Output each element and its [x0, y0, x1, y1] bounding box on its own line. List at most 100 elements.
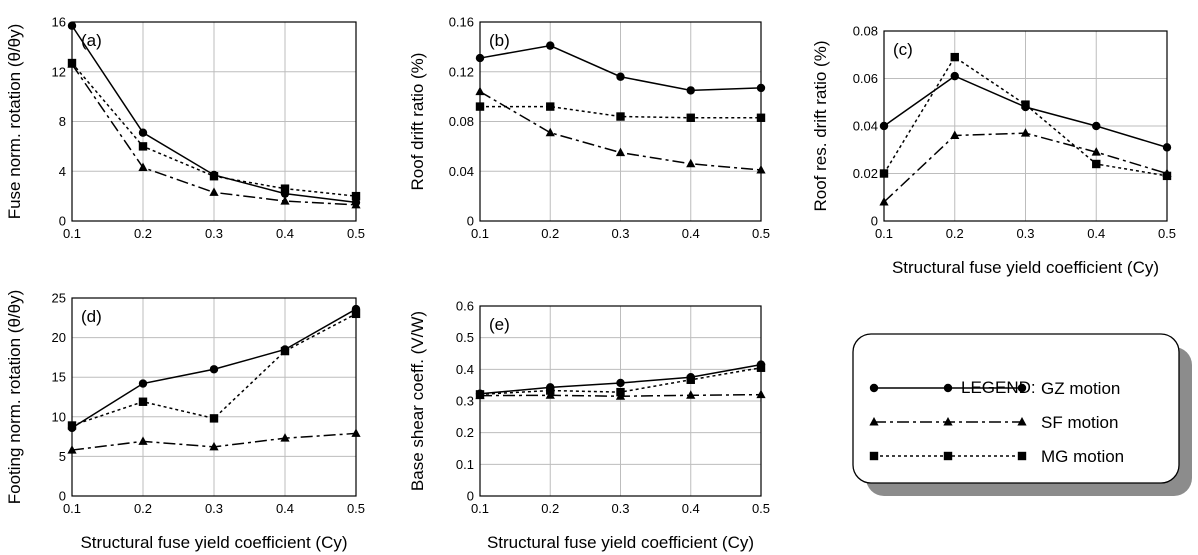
data-point	[950, 130, 960, 139]
data-point	[1162, 143, 1172, 152]
data-point	[280, 433, 290, 442]
y-tick-label: 0.06	[853, 71, 878, 86]
gridlines	[72, 298, 356, 496]
legend-label: GZ motion	[1041, 379, 1120, 398]
legend-frame	[852, 333, 1180, 484]
panel-d: 0.1 0.2 0.3 0.4 0.5 0 5 10 15 20 25 (d) Footing norm…	[5, 290, 365, 552]
legend-marker	[943, 451, 953, 461]
y-tick-label: 0.04	[449, 164, 474, 179]
data-point	[686, 113, 695, 122]
x-axis-label: Structural fuse yield coefficient (Cy)	[487, 533, 754, 552]
y-tick-label: 0	[871, 214, 878, 229]
x-tick-label: 0.5	[1158, 226, 1176, 241]
gridlines	[480, 22, 761, 221]
series-line	[480, 105, 761, 119]
data-point	[756, 83, 766, 93]
y-tick-label: 16	[52, 15, 66, 30]
x-tick-label: 0.4	[276, 501, 294, 516]
x-tick-label: 0.5	[347, 226, 365, 241]
data-point	[138, 379, 148, 388]
x-tick-label: 0.3	[1016, 226, 1034, 241]
data-point	[616, 387, 625, 397]
data-point	[351, 191, 361, 201]
plot-frame	[71, 21, 357, 222]
data-point	[209, 414, 219, 423]
y-tick-label: 8	[59, 114, 66, 129]
data-point	[138, 128, 148, 137]
x-tick-label: 0.1	[875, 226, 893, 241]
x-tick-label: 0.5	[752, 501, 770, 516]
legend-marker	[1017, 383, 1027, 393]
series-line	[71, 313, 357, 427]
legend-item: GZ motion	[869, 379, 1120, 398]
x-tick-label: 0.2	[541, 226, 559, 241]
y-tick-label: 0.5	[456, 330, 474, 345]
data-point	[1092, 121, 1101, 131]
data-point	[475, 53, 485, 63]
chart-panels: 0.1 0.2 0.3 0.4 0.5 0 4 8 12 16 (a) Fuse norm. rota…	[5, 15, 1176, 553]
y-tick-label: 0	[59, 214, 66, 229]
y-axis-label: Fuse norm. rotation (θ/θy)	[5, 24, 24, 220]
legend-item: MG motion	[869, 447, 1124, 466]
y-tick-label: 0.08	[853, 24, 878, 39]
x-tick-label: 0.2	[946, 226, 964, 241]
data-point	[756, 113, 766, 122]
y-tick-label: 0.08	[449, 114, 474, 129]
legend-marker	[869, 383, 879, 393]
panel-a: 0.1 0.2 0.3 0.4 0.5 0 4 8 12 16 (a) Fuse norm. rota…	[5, 15, 365, 242]
plot-frame	[71, 297, 357, 497]
data-point	[616, 378, 625, 388]
data-point	[879, 121, 889, 131]
y-tick-label: 0	[467, 214, 474, 229]
data-point	[351, 199, 361, 209]
panel-e: 0.1 0.2 0.3 0.4 0.500.10.20.30.40.50.6(e)Bas…	[408, 299, 770, 553]
x-tick-label: 0.3	[611, 226, 629, 241]
y-tick-label: 4	[59, 164, 66, 179]
x-tick-label: 0.4	[1087, 226, 1105, 241]
series-sf-motion	[67, 428, 361, 454]
data-point	[686, 375, 695, 384]
legend-marker	[869, 451, 879, 461]
series-mg-motion	[67, 58, 361, 201]
y-tick-label: 0.04	[853, 119, 878, 134]
y-tick-label: 10	[52, 409, 66, 424]
panel-label: (b)	[489, 31, 510, 50]
x-tick-label: 0.2	[541, 501, 559, 516]
plot-frame	[479, 305, 762, 497]
data-point	[879, 169, 889, 178]
data-point	[280, 196, 290, 205]
y-axis-label: Roof res. drift ratio (%)	[811, 41, 830, 212]
legend-label: MG motion	[1041, 447, 1124, 466]
legend-marker	[1017, 451, 1027, 461]
series-mg-motion	[879, 52, 1172, 181]
data-point	[138, 436, 148, 445]
data-point	[756, 165, 766, 174]
panel-c: 0.1 0.2 0.3 0.4 0.5 0 0.02 0.04 0.06 0.08 (c) Roof …	[811, 24, 1176, 278]
y-tick-label: 25	[52, 291, 66, 306]
data-point	[138, 162, 148, 172]
data-point	[138, 142, 148, 151]
x-tick-label: 0.3	[205, 501, 223, 516]
series-gz-motion	[475, 41, 766, 95]
data-point	[686, 86, 695, 95]
data-point	[475, 102, 485, 111]
panel-label: (a)	[81, 31, 102, 50]
data-point	[280, 346, 290, 356]
data-point	[67, 58, 77, 68]
y-tick-label: 0.2	[456, 425, 474, 440]
data-point	[756, 389, 766, 399]
legend-label: SF motion	[1041, 413, 1118, 432]
x-tick-label: 0.2	[134, 226, 152, 241]
data-point	[138, 397, 148, 406]
x-axis-label: Structural fuse yield coefficient (Cy)	[80, 533, 347, 552]
legend-marker	[943, 417, 953, 426]
x-tick-label: 0.1	[471, 501, 489, 516]
data-point	[1092, 159, 1101, 169]
series-mg-motion	[475, 102, 766, 122]
x-tick-label: 0.1	[63, 501, 81, 516]
y-tick-label: 0.12	[449, 64, 474, 79]
data-point	[950, 71, 959, 81]
data-point	[950, 52, 959, 62]
x-tick-label: 0.1	[471, 226, 489, 241]
data-point	[351, 428, 361, 437]
